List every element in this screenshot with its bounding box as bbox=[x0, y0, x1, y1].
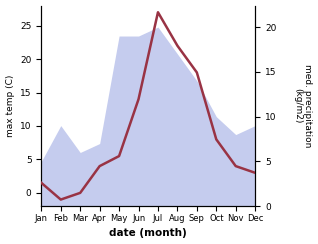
Y-axis label: med. precipitation
(kg/m2): med. precipitation (kg/m2) bbox=[293, 64, 313, 148]
X-axis label: date (month): date (month) bbox=[109, 228, 187, 238]
Y-axis label: max temp (C): max temp (C) bbox=[5, 75, 15, 137]
